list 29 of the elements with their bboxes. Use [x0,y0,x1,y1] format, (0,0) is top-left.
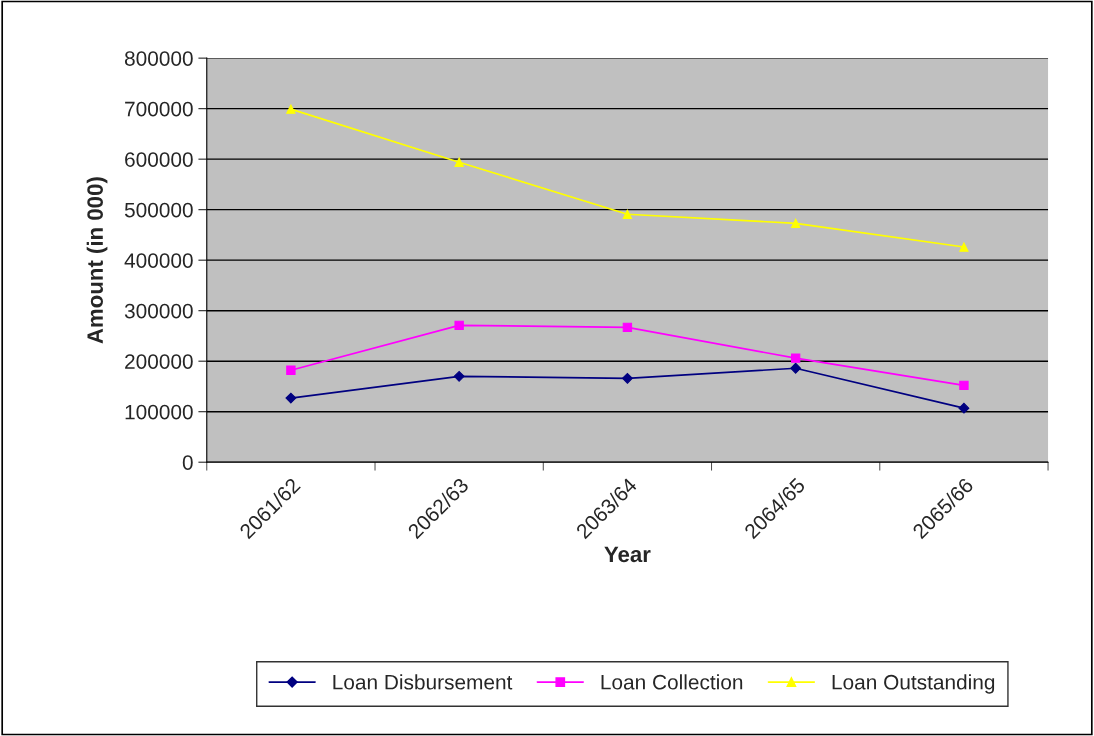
y-tick-label: 300000 [124,303,193,319]
point [959,380,969,391]
y-tick-label: 800000 [124,51,193,66]
y-tick-label: 0 [182,455,193,470]
point [621,372,633,384]
point [285,392,297,404]
y-tick-label: 400000 [124,253,193,268]
y-tick-label: 700000 [125,101,193,117]
legend-label: Loan Collection [601,674,743,690]
point [790,218,801,228]
point [622,209,633,219]
y-tick-label: 500000 [124,202,193,218]
x-axis-title: Year [604,546,651,563]
point [790,362,802,374]
point [453,370,465,382]
legend-label: Loan Outstanding [832,674,995,694]
legend-label: Loan Disbursement [333,674,513,690]
point [622,322,633,333]
point [454,320,464,331]
y-tick-label: 100000 [125,404,193,420]
y-tick-label: 200000 [125,354,193,369]
y-axis-title: Amount (in 000) [86,177,108,344]
point [958,402,970,414]
point [454,157,464,167]
point [286,104,296,114]
point [286,365,296,375]
point [959,242,969,252]
point [790,353,801,363]
y-tick-label: 600000 [125,152,193,167]
